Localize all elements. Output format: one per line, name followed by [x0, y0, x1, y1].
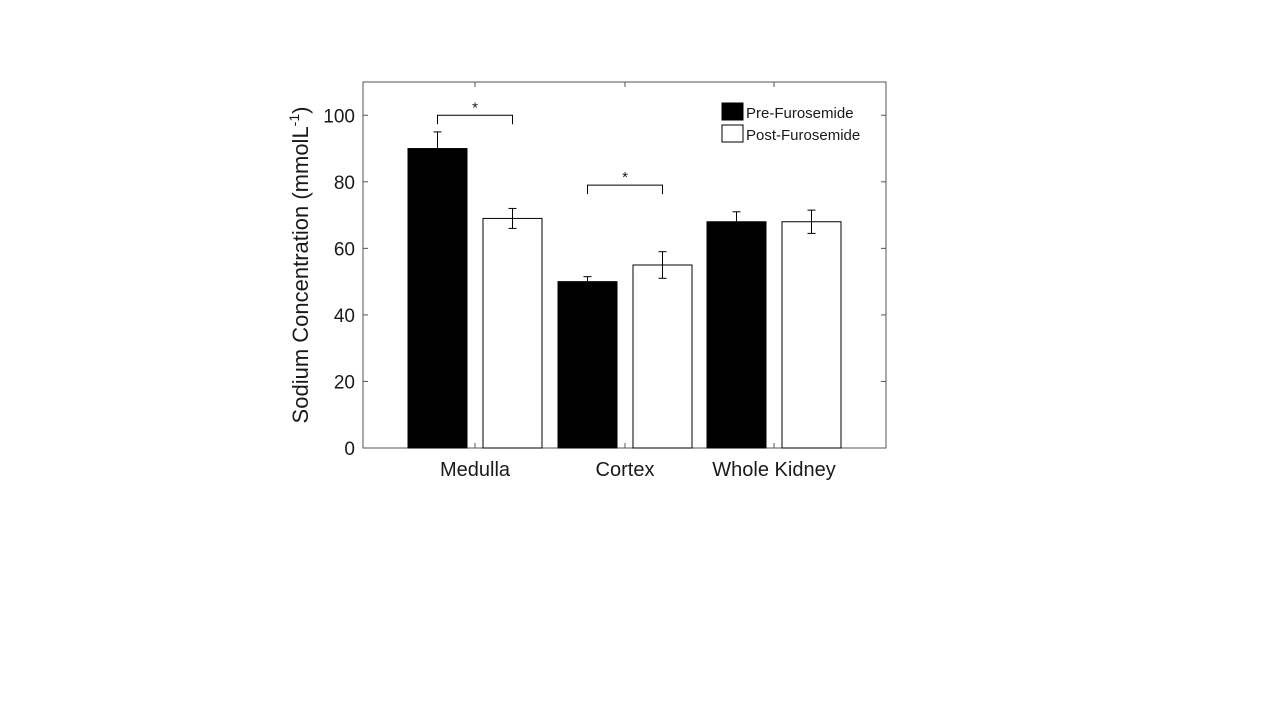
y-tick-label: 20 — [334, 372, 355, 393]
legend: Pre-Furosemide Post-Furosemide — [721, 102, 860, 144]
bar-post-2 — [781, 221, 842, 449]
significance-bracket — [587, 184, 663, 195]
y-tick-label: 0 — [344, 439, 355, 460]
y-tick-label: 80 — [334, 173, 355, 194]
bars — [407, 148, 842, 449]
y-axis-label-main: Sodium Concentration (mmolL — [288, 126, 313, 423]
y-axis-label-superscript: -1 — [286, 114, 302, 127]
y-tick-label: 40 — [334, 306, 355, 327]
x-category-label: Whole Kidney — [712, 459, 835, 481]
y-tick-label: 100 — [323, 106, 355, 127]
y-axis-label: Sodium Concentration (mmolL-1) — [286, 107, 313, 424]
x-category-label: Cortex — [596, 459, 655, 481]
y-axis-label-close: ) — [288, 107, 313, 114]
significance-bracket — [437, 114, 513, 125]
legend-label-post: Post-Furosemide — [746, 127, 860, 144]
bar-pre-2 — [706, 221, 767, 449]
significance-marker: * — [622, 169, 628, 186]
bar-post-0 — [482, 217, 543, 449]
significance-marker: * — [472, 99, 478, 116]
legend-swatch-post — [721, 124, 744, 143]
y-axis: 0 20 40 60 80 100 — [323, 106, 886, 460]
legend-label-pre: Pre-Furosemide — [746, 105, 854, 122]
bar-pre-0 — [407, 148, 468, 449]
y-tick-label: 60 — [334, 239, 355, 260]
significance-brackets: ** — [437, 99, 663, 195]
x-axis: Medulla Cortex Whole Kidney — [440, 82, 836, 481]
x-category-label: Medulla — [440, 459, 511, 481]
bar-pre-1 — [557, 281, 618, 449]
bar-post-1 — [632, 264, 693, 449]
error-bars — [433, 131, 816, 288]
legend-swatch-pre — [721, 102, 744, 121]
